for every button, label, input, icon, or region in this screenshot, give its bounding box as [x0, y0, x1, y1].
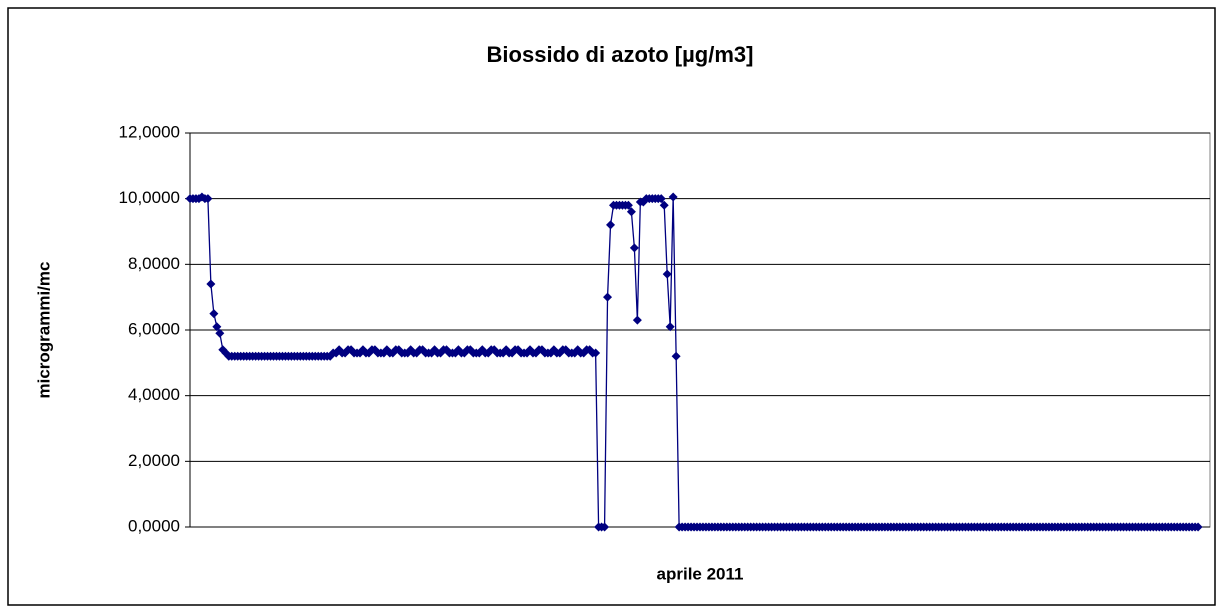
data-marker	[1193, 522, 1203, 532]
data-marker	[600, 522, 610, 532]
data-marker	[203, 194, 213, 204]
data-marker	[656, 194, 666, 204]
chart-title: Biossido di azoto [µg/m3]	[487, 42, 754, 67]
y-tick-label: 12,0000	[119, 122, 180, 141]
data-marker	[668, 192, 678, 202]
data-marker	[626, 207, 636, 217]
data-marker	[209, 309, 219, 319]
y-axis-label: microgrammi/mc	[34, 262, 53, 399]
data-marker	[629, 243, 639, 253]
x-axis-label: aprile 2011	[657, 564, 744, 583]
data-marker	[206, 279, 216, 289]
y-tick-label: 4,0000	[128, 385, 180, 404]
data-marker	[659, 200, 669, 210]
data-marker	[671, 351, 681, 361]
data-marker	[606, 220, 616, 230]
y-tick-label: 6,0000	[128, 319, 180, 338]
data-marker	[662, 269, 672, 279]
data-marker	[215, 328, 225, 338]
y-tick-label: 0,0000	[128, 516, 180, 535]
data-marker	[665, 322, 675, 332]
data-marker	[632, 315, 642, 325]
y-tick-label: 10,0000	[119, 188, 180, 207]
data-marker	[212, 322, 222, 332]
y-tick-label: 8,0000	[128, 254, 180, 273]
data-marker	[623, 200, 633, 210]
y-tick-label: 2,0000	[128, 451, 180, 470]
data-marker	[603, 292, 613, 302]
data-marker	[591, 348, 601, 358]
